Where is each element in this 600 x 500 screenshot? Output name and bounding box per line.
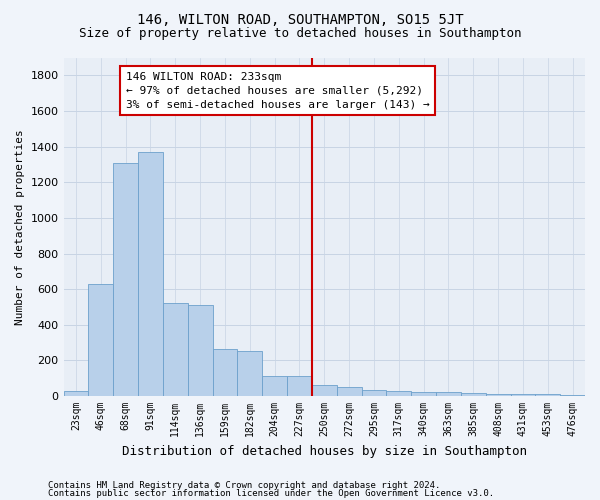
Bar	[88, 284, 113, 396]
Text: 146 WILTON ROAD: 233sqm
← 97% of detached houses are smaller (5,292)
3% of semi-: 146 WILTON ROAD: 233sqm ← 97% of detache…	[125, 72, 430, 110]
X-axis label: Distribution of detached houses by size in Southampton: Distribution of detached houses by size …	[122, 444, 527, 458]
Text: Size of property relative to detached houses in Southampton: Size of property relative to detached ho…	[79, 28, 521, 40]
Bar	[386, 390, 411, 396]
Bar	[461, 394, 485, 396]
Y-axis label: Number of detached properties: Number of detached properties	[15, 129, 25, 324]
Text: Contains HM Land Registry data © Crown copyright and database right 2024.: Contains HM Land Registry data © Crown c…	[48, 481, 440, 490]
Bar	[485, 394, 511, 396]
Bar	[138, 152, 163, 396]
Bar	[411, 392, 436, 396]
Text: 146, WILTON ROAD, SOUTHAMPTON, SO15 5JT: 146, WILTON ROAD, SOUTHAMPTON, SO15 5JT	[137, 12, 463, 26]
Text: Contains public sector information licensed under the Open Government Licence v3: Contains public sector information licen…	[48, 488, 494, 498]
Bar	[560, 394, 585, 396]
Bar	[188, 305, 212, 396]
Bar	[511, 394, 535, 396]
Bar	[262, 376, 287, 396]
Bar	[535, 394, 560, 396]
Bar	[312, 386, 337, 396]
Bar	[163, 304, 188, 396]
Bar	[436, 392, 461, 396]
Bar	[113, 162, 138, 396]
Bar	[64, 390, 88, 396]
Bar	[212, 349, 238, 396]
Bar	[362, 390, 386, 396]
Bar	[287, 376, 312, 396]
Bar	[238, 350, 262, 396]
Bar	[337, 387, 362, 396]
